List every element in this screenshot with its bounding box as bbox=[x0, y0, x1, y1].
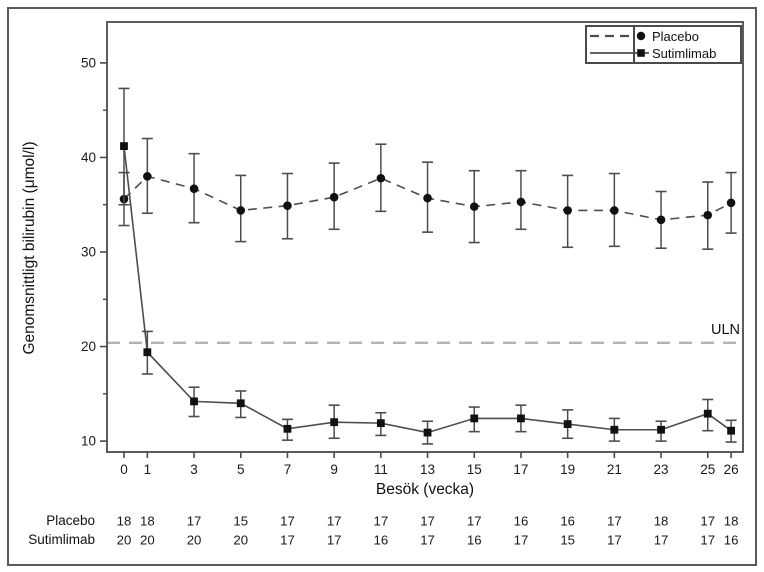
count-value: 17 bbox=[280, 514, 295, 529]
placebo-circle-marker-icon bbox=[636, 31, 646, 41]
x-tick-label: 11 bbox=[374, 462, 388, 477]
y-axis-title: Genomsnittligt bilirubin (μmol/l) bbox=[21, 141, 38, 355]
legend-entry-placebo: Placebo bbox=[587, 28, 740, 44]
x-tick-label: 15 bbox=[467, 462, 482, 477]
sutimlimab-data-point bbox=[143, 348, 152, 357]
sutimlimab-data-point bbox=[727, 426, 735, 435]
x-tick-label: 5 bbox=[237, 462, 245, 477]
placebo-data-point bbox=[236, 206, 246, 215]
count-value: 17 bbox=[514, 533, 529, 548]
count-value: 20 bbox=[233, 533, 248, 548]
placebo-data-point bbox=[423, 193, 432, 203]
x-axis-title: Besök (vecka) bbox=[375, 481, 475, 498]
legend-entry-sutimlimab: Sutimlimab bbox=[587, 45, 740, 61]
count-value: 17 bbox=[700, 514, 715, 529]
sutimlimab-data-point bbox=[563, 420, 572, 428]
count-value: 18 bbox=[140, 514, 155, 529]
x-tick-label: 21 bbox=[607, 462, 622, 477]
sutimlimab-data-point bbox=[470, 414, 479, 423]
placebo-data-point bbox=[469, 202, 479, 211]
uln-reference-label: ULN bbox=[710, 322, 740, 338]
placebo-data-point bbox=[610, 206, 619, 215]
count-value: 17 bbox=[700, 533, 715, 548]
count-value: 20 bbox=[140, 533, 155, 548]
sutimlimab-data-point bbox=[423, 428, 432, 437]
sutimlimab-data-point bbox=[283, 424, 292, 433]
legend-divider bbox=[633, 27, 635, 62]
sutimlimab-data-point bbox=[657, 425, 665, 434]
placebo-data-point bbox=[703, 210, 713, 220]
y-tick-label: 50 bbox=[81, 56, 96, 71]
placebo-data-point bbox=[329, 192, 339, 202]
x-tick-label: 9 bbox=[330, 462, 338, 477]
count-value: 17 bbox=[654, 533, 669, 548]
count-value: 20 bbox=[117, 533, 132, 548]
count-value: 17 bbox=[467, 514, 482, 529]
sutimlimab-data-point bbox=[517, 414, 525, 423]
placebo-data-point bbox=[283, 201, 292, 210]
counts-row-label-sutimlimab: Sutimlimab bbox=[28, 532, 95, 547]
sutimlimab-data-point bbox=[236, 399, 245, 408]
placebo-data-point bbox=[726, 198, 736, 208]
placebo-data-point bbox=[563, 206, 572, 215]
sutimlimab-data-point bbox=[610, 425, 619, 434]
y-tick-label: 40 bbox=[81, 150, 96, 165]
count-value: 16 bbox=[374, 533, 389, 548]
counts-row-label-placebo: Placebo bbox=[46, 513, 95, 528]
count-value: 17 bbox=[607, 514, 622, 529]
x-tick-label: 23 bbox=[654, 462, 669, 477]
figure-border bbox=[7, 7, 757, 566]
placebo-data-point bbox=[189, 184, 199, 193]
x-tick-label: 26 bbox=[724, 462, 739, 477]
sutimlimab-data-point bbox=[190, 397, 198, 406]
count-value: 16 bbox=[560, 514, 575, 529]
placebo-data-point bbox=[516, 197, 526, 207]
placebo-data-point bbox=[143, 172, 152, 181]
x-tick-label: 7 bbox=[284, 462, 292, 477]
plot-frame bbox=[106, 21, 744, 453]
x-tick-label: 13 bbox=[420, 462, 435, 477]
x-tick-label: 17 bbox=[513, 462, 528, 477]
count-value: 17 bbox=[187, 514, 202, 529]
count-value: 18 bbox=[724, 514, 739, 529]
count-value: 17 bbox=[374, 514, 389, 529]
y-tick-label: 30 bbox=[81, 245, 96, 260]
count-value: 17 bbox=[607, 533, 622, 548]
count-value: 18 bbox=[117, 514, 132, 529]
y-tick-label: 10 bbox=[81, 434, 96, 449]
count-value: 20 bbox=[187, 533, 202, 548]
count-value: 16 bbox=[514, 514, 529, 529]
x-tick-label: 3 bbox=[190, 462, 198, 477]
placebo-dashed-line-sample bbox=[590, 34, 629, 38]
count-value: 15 bbox=[233, 514, 248, 529]
legend-label-sutimlimab: Sutimlimab bbox=[652, 45, 717, 61]
count-value: 17 bbox=[420, 533, 435, 548]
legend-label-placebo: Placebo bbox=[652, 28, 699, 44]
count-value: 18 bbox=[654, 514, 669, 529]
sutimlimab-data-point bbox=[376, 419, 385, 428]
x-tick-label: 0 bbox=[120, 462, 128, 477]
sutimlimab-solid-line-sample bbox=[590, 52, 631, 54]
x-tick-label: 1 bbox=[144, 462, 152, 477]
x-tick-label: 25 bbox=[700, 462, 715, 477]
sutimlimab-data-point bbox=[330, 418, 339, 427]
count-value: 16 bbox=[724, 533, 739, 548]
sutimlimab-data-point bbox=[120, 142, 128, 151]
sutimlimab-data-point bbox=[703, 409, 712, 418]
count-value: 17 bbox=[327, 514, 342, 529]
placebo-data-point bbox=[656, 215, 666, 225]
count-value: 17 bbox=[420, 514, 435, 529]
count-value: 16 bbox=[467, 533, 482, 548]
count-value: 17 bbox=[327, 533, 342, 548]
count-value: 15 bbox=[560, 533, 575, 548]
placebo-data-point bbox=[376, 173, 386, 183]
x-tick-label: 19 bbox=[560, 462, 575, 477]
y-tick-label: 20 bbox=[81, 339, 96, 354]
legend: Placebo Sutimlimab bbox=[585, 25, 742, 64]
count-value: 17 bbox=[280, 533, 295, 548]
